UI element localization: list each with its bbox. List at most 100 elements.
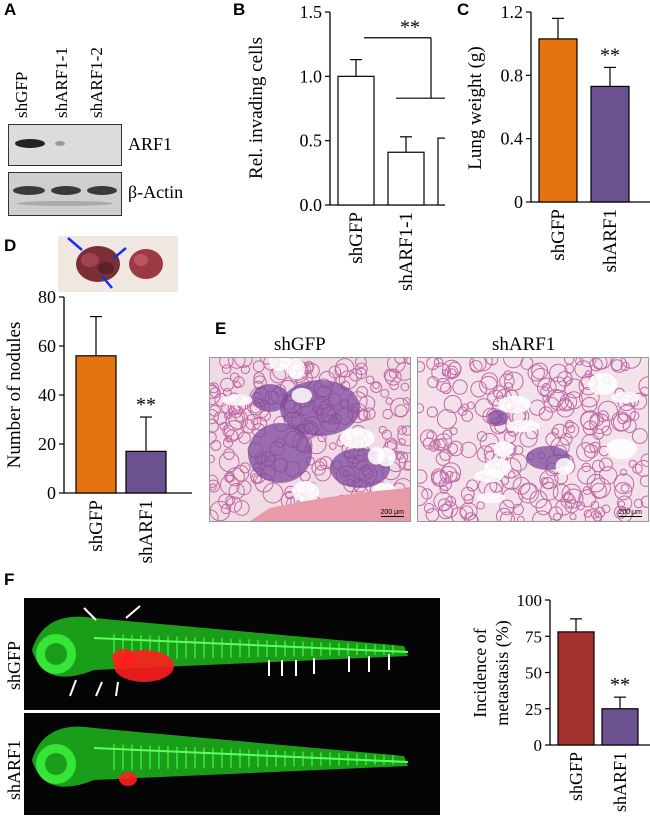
tissue-alveolus (418, 469, 428, 484)
y-tick-label: 60 (38, 336, 56, 356)
category-label: shGFP (566, 752, 586, 801)
tissue-alveolus (433, 358, 444, 368)
tissue-alveolus (540, 477, 549, 485)
tissue-alveolus (446, 368, 457, 379)
airspace (291, 387, 313, 404)
tissue-alveolus (460, 486, 475, 501)
chart-lung-weight: 0 0.4 0.8 1.2 Lung weight (g) shGFP shARF1 ** (465, 2, 650, 272)
tissue-alveolus (234, 358, 253, 368)
tissue-alveolus (480, 372, 499, 390)
tissue-alveolus (581, 433, 601, 453)
tissue-alveolus (567, 425, 576, 434)
tissue-alveolus (406, 358, 410, 364)
bar (590, 85, 630, 203)
tissue-alveolus (532, 510, 552, 521)
airspace (611, 392, 640, 404)
tissue-alveolus (579, 358, 597, 368)
airspace (269, 358, 291, 372)
metastasis-arrow (115, 681, 119, 697)
tissue-alveolus (228, 358, 246, 369)
y-tick-label: 80 (38, 287, 56, 307)
tissue-alveolus (218, 451, 240, 473)
bar (437, 137, 445, 206)
tissue-alveolus (466, 401, 475, 410)
tissue-alveolus (531, 367, 551, 388)
airspace (506, 420, 540, 433)
zebrafish-image-shgfp (24, 598, 440, 710)
tissue-alveolus (447, 440, 464, 457)
tissue-alveolus (538, 406, 553, 421)
tissue-alveolus (512, 503, 524, 516)
tissue-alveolus (441, 462, 462, 483)
tissue-alveolus (224, 434, 233, 443)
tissue-alveolus (531, 362, 549, 380)
y-tick-label: 0.5 (300, 131, 323, 151)
tissue-alveolus (591, 358, 612, 370)
tissue-alveolus (210, 418, 219, 434)
blot-arf1-strip (8, 124, 122, 166)
fish-eye (45, 753, 67, 775)
tissue-alveolus (430, 468, 447, 485)
tissue-alveolus (433, 491, 453, 512)
blot-row-label: ARF1 (128, 134, 173, 154)
y-tick-label: 75 (525, 627, 542, 646)
tissue-alveolus (210, 383, 219, 400)
panel-label-c: C (457, 0, 470, 19)
tissue-alveolus (421, 488, 433, 500)
y-axis-label: Incidence of (470, 628, 490, 717)
metastasis-arrow (95, 681, 103, 697)
tissue-alveolus (479, 375, 498, 395)
tissue-alveolus (590, 500, 600, 510)
tissue-alveolus (640, 495, 648, 508)
tissue-alveolus (223, 448, 235, 460)
tissue-alveolus (228, 482, 245, 500)
histology-label-sharf1: shARF1 (492, 334, 556, 355)
tissue-alveolus (225, 495, 236, 506)
tissue-alveolus (476, 445, 495, 463)
tissue-alveolus (221, 364, 232, 374)
chart-invasion: 0.0 0.5 1.0 1.5 Rel. invading cells shGFP shAR… (246, 2, 445, 290)
tissue-alveolus (397, 425, 410, 447)
tissue-alveolus (611, 359, 623, 371)
tissue-alveolus (556, 370, 573, 387)
tissue-alveolus (250, 417, 259, 426)
tissue-alveolus (617, 507, 633, 521)
airspace (339, 427, 375, 449)
tissue-alveolus (225, 467, 245, 487)
y-tick-label: 0.0 (300, 195, 323, 215)
tissue-alveolus (601, 504, 611, 514)
panel-label-a: A (4, 0, 17, 19)
tissue-alveolus (219, 422, 229, 431)
tissue-alveolus (210, 454, 215, 464)
tissue-alveolus (220, 377, 234, 392)
chart-nodules: 0 20 40 60 80 Number of nodules shGFP shARF1 ** (4, 287, 192, 563)
chart-metastasis: 0 25 50 75 100 Incidence of metastasis (%) shGF… (470, 591, 650, 812)
histology-image-sharf1: 200 μm (417, 357, 649, 522)
tissue-alveolus (485, 358, 499, 366)
fish-label-sharf1: shARF1 (4, 739, 24, 800)
tissue-alveolus (443, 394, 462, 414)
tissue-alveolus (580, 410, 601, 431)
blot-band (15, 139, 45, 148)
tissue-alveolus (620, 468, 628, 476)
tissue-alveolus (591, 459, 605, 473)
fish-label-shgfp: shGFP (4, 640, 24, 690)
tissue-alveolus (398, 438, 406, 446)
tissue-alveolus (418, 361, 426, 373)
tissue-alveolus (640, 453, 648, 468)
metastasis-arrow (69, 679, 77, 697)
tissue-alveolus (210, 474, 219, 488)
significance-label: ** (610, 674, 630, 696)
tissue-alveolus (427, 376, 440, 389)
tissue-alveolus (439, 465, 458, 484)
tissue-alveolus (578, 489, 597, 508)
tissue-alveolus (448, 361, 462, 376)
blot-band (17, 201, 113, 206)
tissue-alveolus (589, 413, 611, 434)
tissue-alveolus (466, 479, 479, 492)
y-tick-label: 40 (38, 385, 56, 405)
tissue-alveolus (562, 421, 580, 439)
tissue-alveolus (262, 482, 284, 504)
tissue-alveolus (387, 358, 406, 373)
tissue-alveolus (622, 418, 637, 433)
